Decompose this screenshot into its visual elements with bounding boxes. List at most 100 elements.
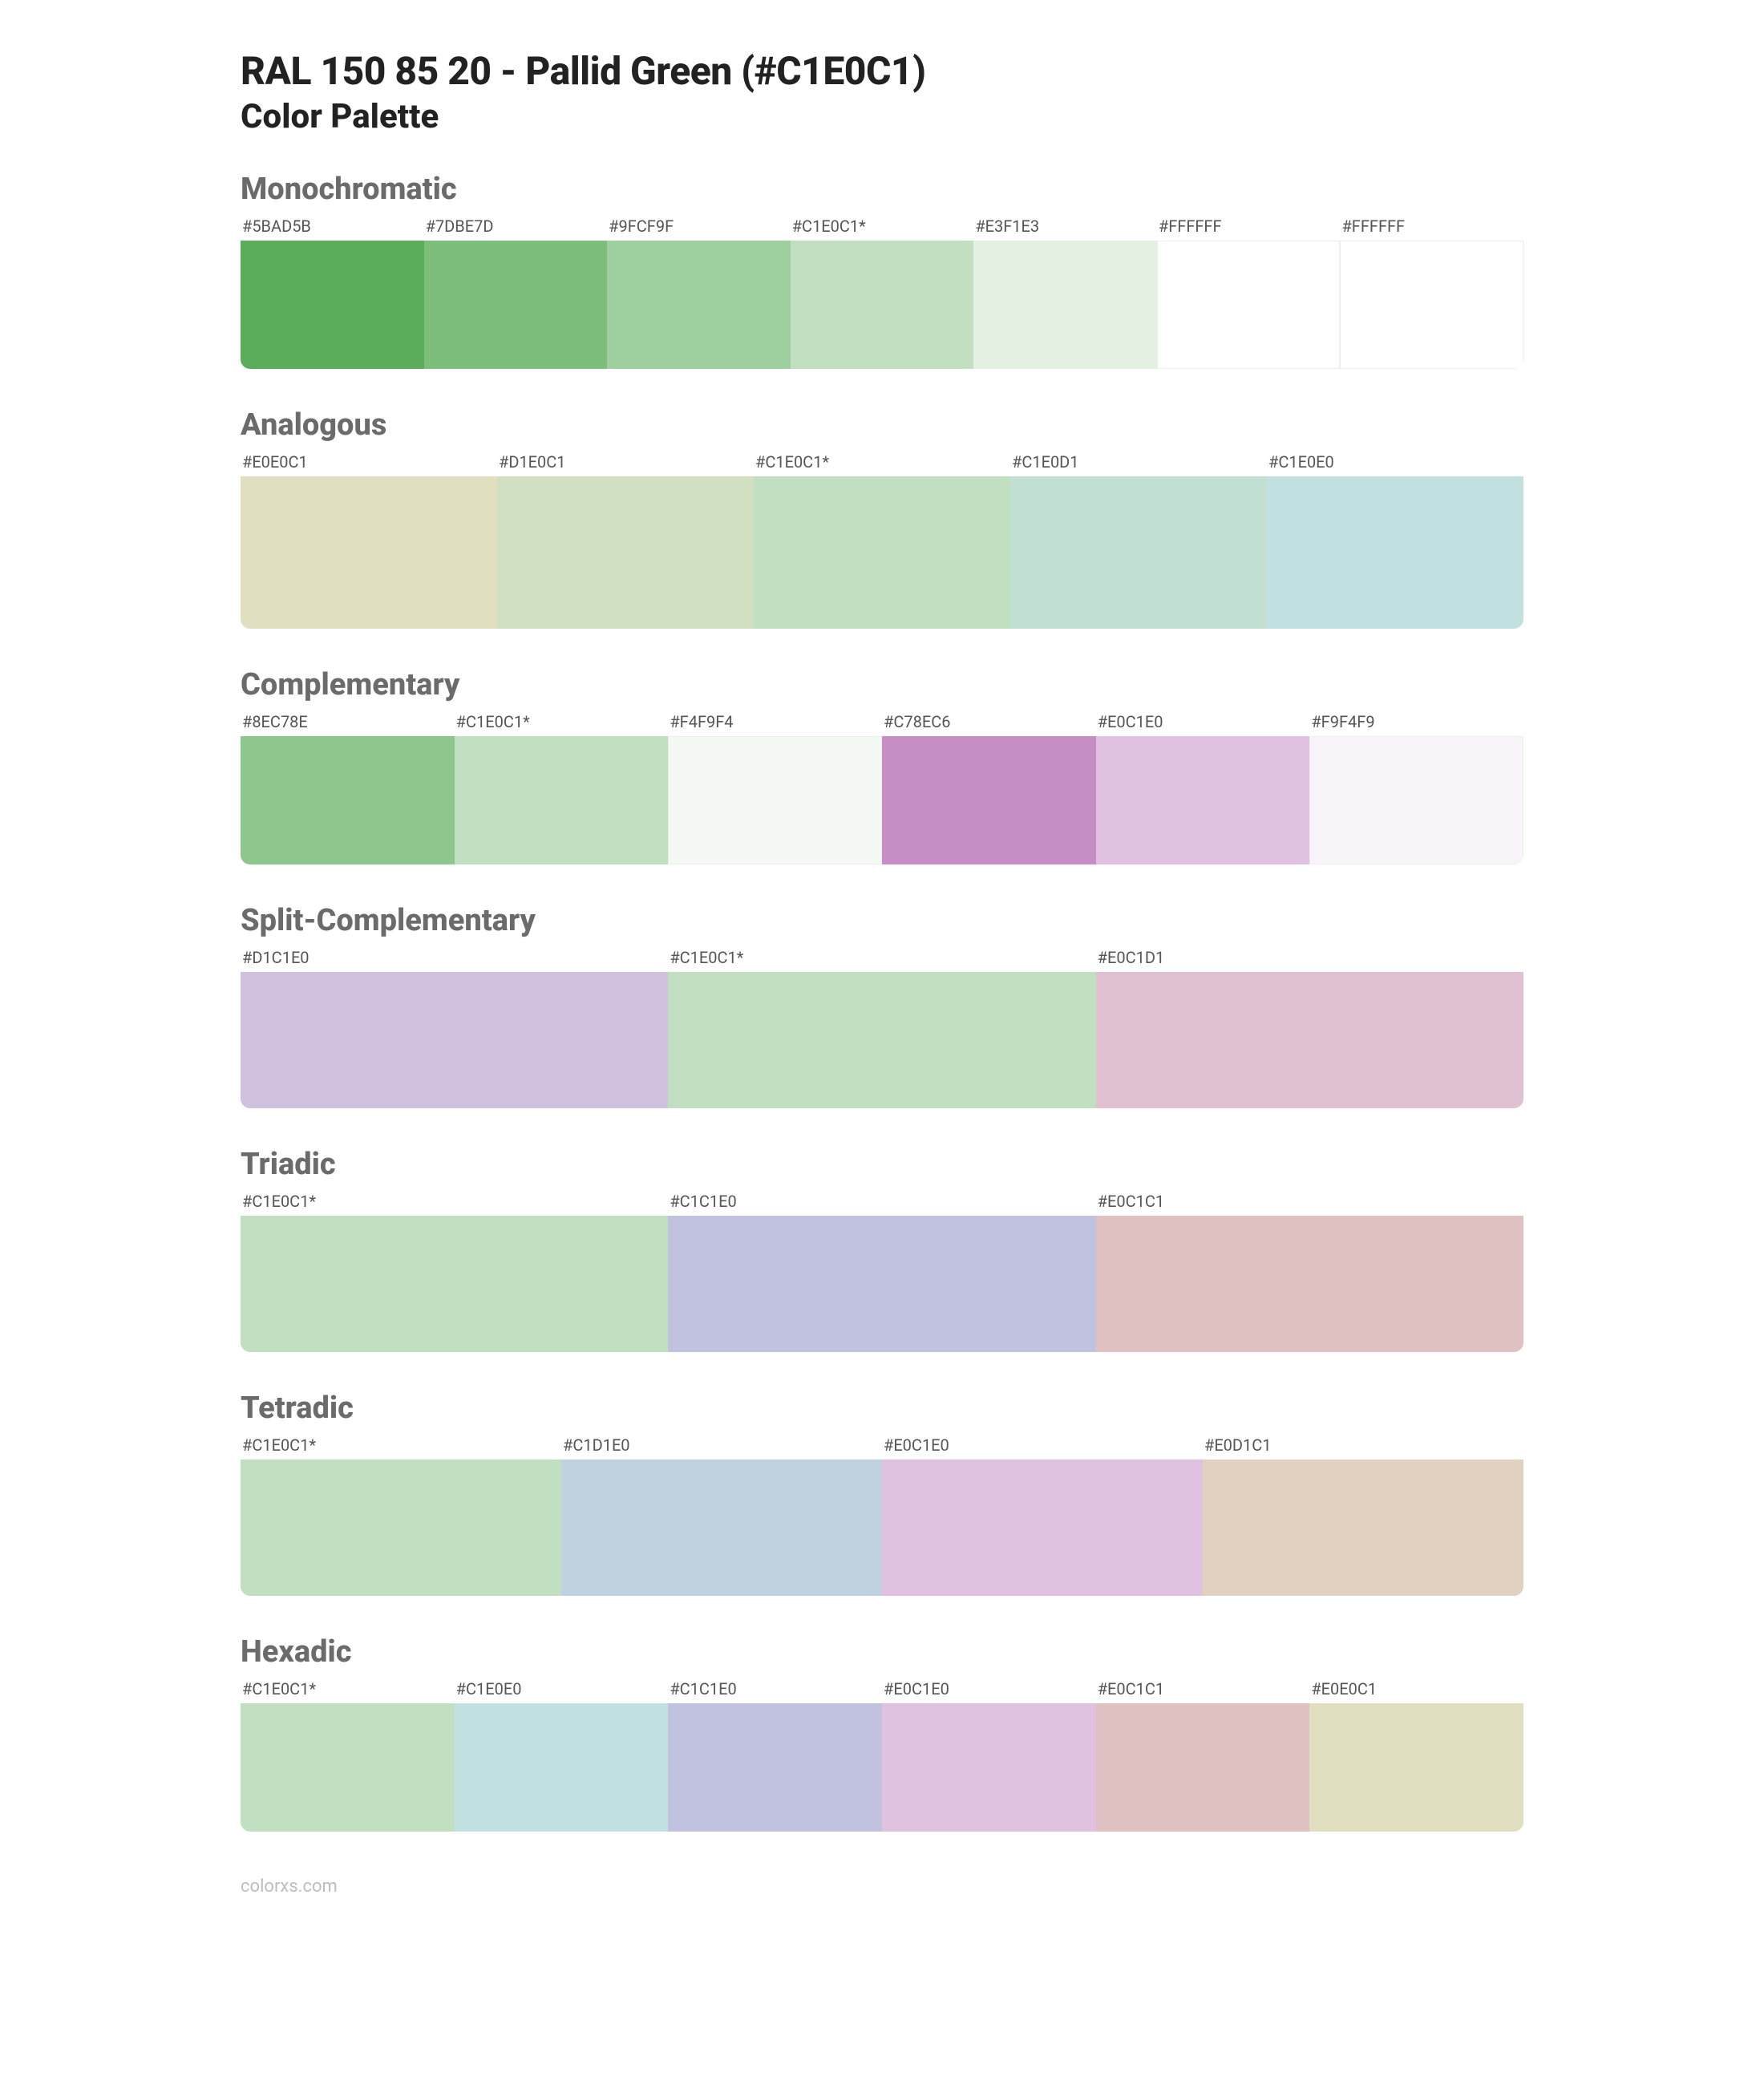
swatch-label: #8EC78E (241, 706, 455, 736)
swatch-color (668, 736, 882, 864)
swatch-color (241, 476, 497, 629)
section-title: Tetradic (241, 1391, 1523, 1426)
swatch-label: #C1C1E0 (668, 1185, 1095, 1216)
swatch-color (497, 476, 754, 629)
swatch-label: #D1E0C1 (497, 446, 754, 476)
swatch: #E0E0C1 (241, 446, 497, 629)
section-title: Complementary (241, 667, 1523, 702)
swatch-color (241, 972, 668, 1108)
swatch-label: #C1E0C1* (455, 706, 669, 736)
swatch-color (1309, 736, 1523, 864)
palette-section: Tetradic#C1E0C1*#C1D1E0#E0C1E0#E0D1C1 (241, 1391, 1523, 1596)
swatch-color (1309, 1703, 1523, 1832)
swatch: #C1E0E0 (455, 1673, 669, 1832)
swatch-label: #C1E0E0 (455, 1673, 669, 1703)
section-title: Monochromatic (241, 172, 1523, 207)
section-title: Split-Complementary (241, 903, 1523, 938)
swatch-color (607, 241, 791, 369)
swatch-row: #D1C1E0#C1E0C1*#E0C1D1 (241, 941, 1523, 1108)
page-subtitle: Color Palette (241, 97, 1523, 136)
swatch-color (241, 1460, 561, 1596)
swatch-label: #E0C1E0 (882, 1673, 1096, 1703)
swatch-color (1340, 241, 1523, 369)
swatch-color (455, 736, 669, 864)
swatch: #C1E0C1* (241, 1429, 561, 1596)
footer-credit: colorxs.com (241, 1876, 1523, 1897)
swatch: #C1C1E0 (668, 1673, 882, 1832)
swatch-label: #C1E0D1 (1010, 446, 1267, 476)
palette-sections: Monochromatic#5BAD5B#7DBE7D#9FCF9F#C1E0C… (241, 172, 1523, 1832)
swatch: #C1E0C1* (241, 1673, 455, 1832)
palette-section: Analogous#E0E0C1#D1E0C1#C1E0C1*#C1E0D1#C… (241, 407, 1523, 629)
swatch: #E0C1E0 (882, 1429, 1203, 1596)
swatch-label: #C1E0C1* (754, 446, 1010, 476)
swatch-color (455, 1703, 669, 1832)
swatch-label: #E0C1E0 (882, 1429, 1203, 1460)
section-title: Analogous (241, 407, 1523, 443)
swatch: #E0E0C1 (1309, 1673, 1523, 1832)
swatch-label: #C1E0C1* (241, 1429, 561, 1460)
swatch-color (424, 241, 608, 369)
swatch-color (1096, 1216, 1523, 1352)
swatch-color (1203, 1460, 1523, 1596)
palette-section: Triadic#C1E0C1*#C1C1E0#E0C1C1 (241, 1147, 1523, 1352)
swatch-label: #E0C1C1 (1096, 1673, 1310, 1703)
swatch: #9FCF9F (607, 210, 791, 369)
swatch: #C1E0C1* (668, 941, 1095, 1108)
swatch: #E0D1C1 (1203, 1429, 1523, 1596)
swatch-color (882, 1460, 1203, 1596)
swatch-color (882, 1703, 1096, 1832)
swatch: #8EC78E (241, 706, 455, 864)
swatch-color (1096, 972, 1523, 1108)
section-title: Hexadic (241, 1634, 1523, 1670)
swatch: #C1E0C1* (241, 1185, 668, 1352)
palette-section: Hexadic#C1E0C1*#C1E0E0#C1C1E0#E0C1E0#E0C… (241, 1634, 1523, 1832)
swatch: #D1C1E0 (241, 941, 668, 1108)
swatch-label: #F4F9F4 (668, 706, 882, 736)
swatch-row: #C1E0C1*#C1C1E0#E0C1C1 (241, 1185, 1523, 1352)
swatch: #C1E0C1* (791, 210, 974, 369)
swatch-label: #E0C1E0 (1096, 706, 1310, 736)
swatch-color (1267, 476, 1523, 629)
swatch-label: #E0E0C1 (1309, 1673, 1523, 1703)
swatch-color (1096, 736, 1310, 864)
swatch-color (791, 241, 974, 369)
swatch-color (754, 476, 1010, 629)
swatch-label: #C1E0C1* (241, 1673, 455, 1703)
swatch: #C1E0E0 (1267, 446, 1523, 629)
swatch-color (1096, 1703, 1310, 1832)
swatch-label: #7DBE7D (424, 210, 608, 241)
swatch-label: #5BAD5B (241, 210, 424, 241)
swatch-row: #8EC78E#C1E0C1*#F4F9F4#C78EC6#E0C1E0#F9F… (241, 706, 1523, 864)
swatch-label: #C78EC6 (882, 706, 1096, 736)
swatch-row: #5BAD5B#7DBE7D#9FCF9F#C1E0C1*#E3F1E3#FFF… (241, 210, 1523, 369)
swatch: #E0C1E0 (882, 1673, 1096, 1832)
swatch-label: #C1E0E0 (1267, 446, 1523, 476)
swatch-label: #C1E0C1* (241, 1185, 668, 1216)
swatch: #E0C1D1 (1096, 941, 1523, 1108)
swatch-label: #E3F1E3 (973, 210, 1157, 241)
swatch: #E3F1E3 (973, 210, 1157, 369)
swatch-row: #E0E0C1#D1E0C1#C1E0C1*#C1E0D1#C1E0E0 (241, 446, 1523, 629)
swatch-color (668, 1216, 1095, 1352)
swatch: #FFFFFF (1157, 210, 1341, 369)
swatch: #C78EC6 (882, 706, 1096, 864)
swatch-color (882, 736, 1096, 864)
swatch: #5BAD5B (241, 210, 424, 369)
palette-section: Monochromatic#5BAD5B#7DBE7D#9FCF9F#C1E0C… (241, 172, 1523, 369)
swatch-label: #9FCF9F (607, 210, 791, 241)
swatch: #F9F4F9 (1309, 706, 1523, 864)
swatch: #E0C1C1 (1096, 1673, 1310, 1832)
swatch-color (241, 241, 424, 369)
swatch-color (1010, 476, 1267, 629)
swatch: #FFFFFF (1340, 210, 1523, 369)
swatch-color (561, 1460, 882, 1596)
swatch-color (1157, 241, 1341, 369)
swatch: #C1E0C1* (754, 446, 1010, 629)
palette-section: Split-Complementary#D1C1E0#C1E0C1*#E0C1D… (241, 903, 1523, 1108)
swatch: #E0C1C1 (1096, 1185, 1523, 1352)
page-header: RAL 150 85 20 - Pallid Green (#C1E0C1) C… (241, 48, 1523, 136)
swatch-label: #C1E0C1* (668, 941, 1095, 972)
swatch-label: #E0D1C1 (1203, 1429, 1523, 1460)
swatch: #C1D1E0 (561, 1429, 882, 1596)
